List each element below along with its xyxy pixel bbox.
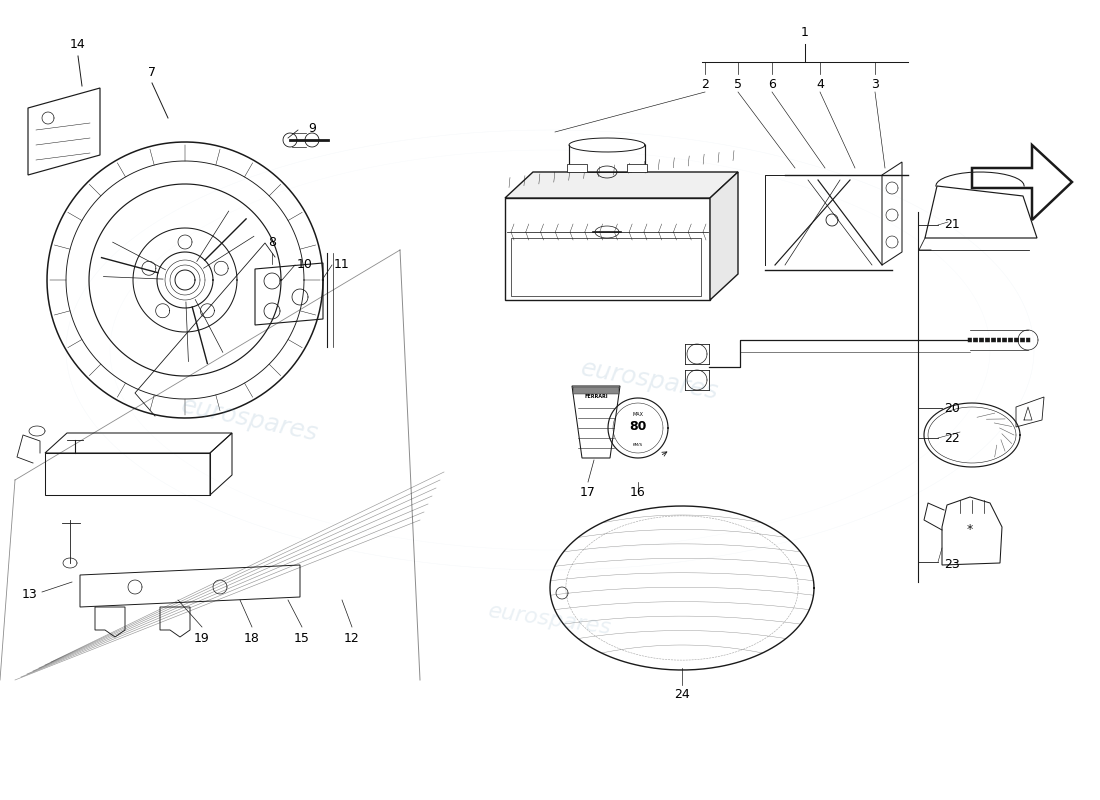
Polygon shape (1016, 397, 1044, 427)
Text: 14: 14 (70, 38, 86, 51)
Text: 6: 6 (768, 78, 776, 90)
Polygon shape (572, 386, 620, 458)
Text: 8: 8 (268, 235, 276, 249)
Text: 9: 9 (308, 122, 316, 134)
Text: 20: 20 (944, 402, 960, 414)
Text: 4: 4 (816, 78, 824, 90)
Text: 22: 22 (944, 431, 960, 445)
Text: 21: 21 (944, 218, 960, 231)
Polygon shape (627, 164, 647, 172)
Text: 7: 7 (148, 66, 156, 78)
Text: 3: 3 (871, 78, 879, 90)
Text: 12: 12 (344, 631, 360, 645)
Text: 1: 1 (801, 26, 808, 38)
Polygon shape (505, 198, 710, 300)
Text: 2: 2 (701, 78, 708, 90)
Text: 19: 19 (194, 631, 210, 645)
Text: 16: 16 (630, 486, 646, 498)
Text: FERRARI: FERRARI (584, 394, 608, 399)
Text: 10: 10 (297, 258, 312, 271)
Text: eurospares: eurospares (179, 394, 321, 446)
Text: 5: 5 (734, 78, 742, 90)
Text: 15: 15 (294, 631, 310, 645)
Polygon shape (566, 164, 587, 172)
Text: 11: 11 (334, 258, 350, 271)
Text: MAX: MAX (632, 412, 644, 417)
Polygon shape (710, 172, 738, 300)
Text: *: * (967, 523, 974, 536)
Text: 80: 80 (629, 420, 647, 433)
Text: 23: 23 (944, 558, 960, 571)
Text: 18: 18 (244, 631, 260, 645)
Text: eurospares: eurospares (487, 602, 613, 638)
Text: eurospares: eurospares (580, 356, 720, 404)
Polygon shape (925, 186, 1037, 238)
Polygon shape (505, 172, 738, 198)
Polygon shape (573, 387, 619, 394)
Text: KM/S: KM/S (632, 443, 644, 447)
Text: 17: 17 (580, 486, 596, 498)
Text: 24: 24 (674, 689, 690, 702)
Text: 13: 13 (22, 589, 37, 602)
Polygon shape (882, 162, 902, 265)
